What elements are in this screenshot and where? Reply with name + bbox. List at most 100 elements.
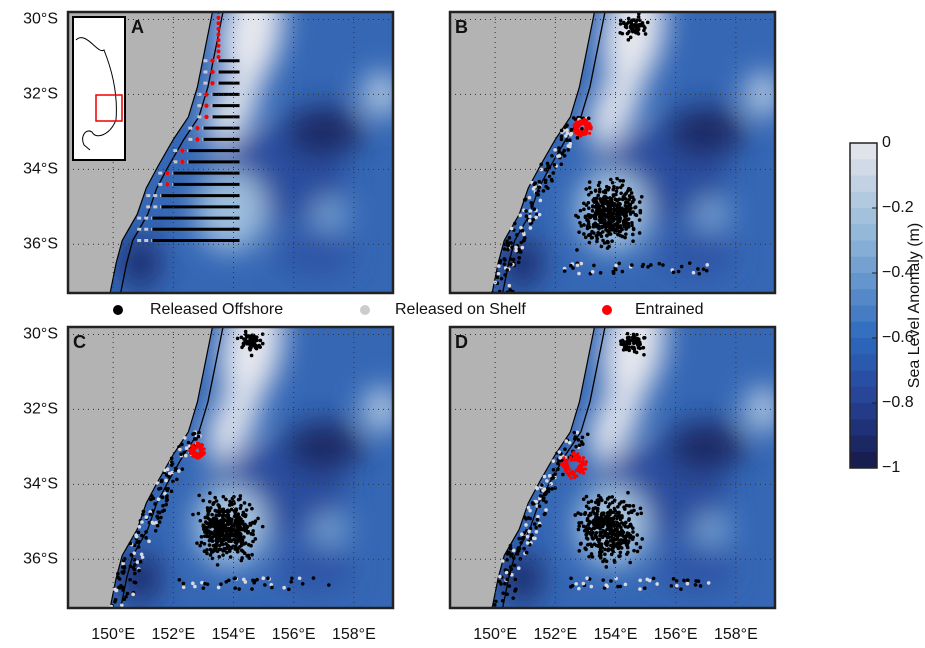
particle <box>501 599 505 603</box>
particle <box>648 579 652 583</box>
particle <box>578 549 582 553</box>
particle <box>612 517 616 521</box>
particle <box>587 193 591 197</box>
particle <box>529 226 533 230</box>
particle <box>627 347 631 351</box>
particle <box>234 507 238 511</box>
particle <box>577 587 581 591</box>
particle <box>501 559 505 563</box>
anomaly-blob <box>694 199 730 229</box>
particle <box>605 196 609 200</box>
particle <box>597 183 601 187</box>
particle <box>621 270 625 274</box>
particle <box>238 525 242 529</box>
particle <box>170 489 174 493</box>
inset-map <box>73 17 125 160</box>
particle <box>556 462 560 466</box>
particle <box>155 515 159 519</box>
particle <box>635 533 639 537</box>
particle <box>634 213 638 217</box>
particle <box>600 515 604 519</box>
particle <box>605 559 609 563</box>
particle <box>535 191 539 195</box>
particle <box>598 534 602 538</box>
x-tick-label: 158°E <box>714 626 758 643</box>
particle <box>508 236 512 240</box>
particle <box>498 575 502 579</box>
particle <box>576 136 580 140</box>
particle <box>609 207 613 211</box>
particle <box>577 438 581 442</box>
particle <box>598 215 602 219</box>
particle <box>248 503 252 507</box>
particle <box>195 126 199 130</box>
particle <box>576 263 580 267</box>
particle <box>521 537 525 541</box>
particle <box>179 453 183 457</box>
particle <box>138 525 142 529</box>
particle <box>603 529 607 533</box>
particle <box>566 148 570 152</box>
x-tick-label: 152°E <box>151 626 195 643</box>
y-tick-label: 32°S <box>23 86 58 103</box>
particle <box>175 478 179 482</box>
legend-marker <box>113 305 123 315</box>
particle <box>682 579 686 583</box>
particle <box>156 510 160 514</box>
particle <box>587 127 590 130</box>
particle <box>519 541 523 545</box>
particle <box>638 18 642 22</box>
particle <box>177 469 181 473</box>
particle <box>228 500 232 504</box>
particle <box>607 496 611 500</box>
particle <box>604 583 608 587</box>
particle <box>620 529 624 533</box>
particle <box>603 533 607 537</box>
particle <box>631 18 635 22</box>
particle <box>552 476 556 480</box>
particle <box>543 493 547 497</box>
particle <box>629 523 633 527</box>
particle <box>198 455 201 458</box>
particle <box>579 122 582 125</box>
particle <box>197 431 201 435</box>
particle <box>596 498 600 502</box>
particle <box>520 532 524 536</box>
particle <box>596 207 600 211</box>
colorbar: 0−0.2−0.4−0.6−0.8−1Sea Level Anomaly (m) <box>850 134 923 476</box>
particle <box>221 553 225 557</box>
particle <box>600 245 604 249</box>
particle <box>626 532 630 536</box>
particle <box>590 544 594 548</box>
particle <box>178 448 182 452</box>
particle <box>587 206 591 210</box>
particle <box>556 154 560 158</box>
particle <box>224 526 228 530</box>
particle <box>543 475 547 479</box>
particle <box>598 538 602 542</box>
particle <box>221 543 225 547</box>
particle <box>610 495 614 499</box>
particle <box>144 530 148 534</box>
particle <box>523 516 527 520</box>
particle <box>562 456 565 459</box>
particle <box>573 513 577 517</box>
particle <box>626 491 630 495</box>
particle <box>131 593 135 597</box>
particle <box>217 555 221 559</box>
particle <box>614 577 618 581</box>
particle <box>598 187 602 191</box>
particle <box>611 203 615 207</box>
particle <box>513 589 517 593</box>
particle <box>289 580 293 584</box>
particle <box>642 346 646 350</box>
particle <box>589 585 593 589</box>
particle <box>214 509 218 513</box>
particle <box>517 566 521 570</box>
particle <box>121 562 125 566</box>
anomaly-blob <box>658 548 736 593</box>
particle <box>568 145 572 149</box>
particle <box>282 586 286 590</box>
particle <box>210 513 214 517</box>
particle <box>203 447 206 450</box>
